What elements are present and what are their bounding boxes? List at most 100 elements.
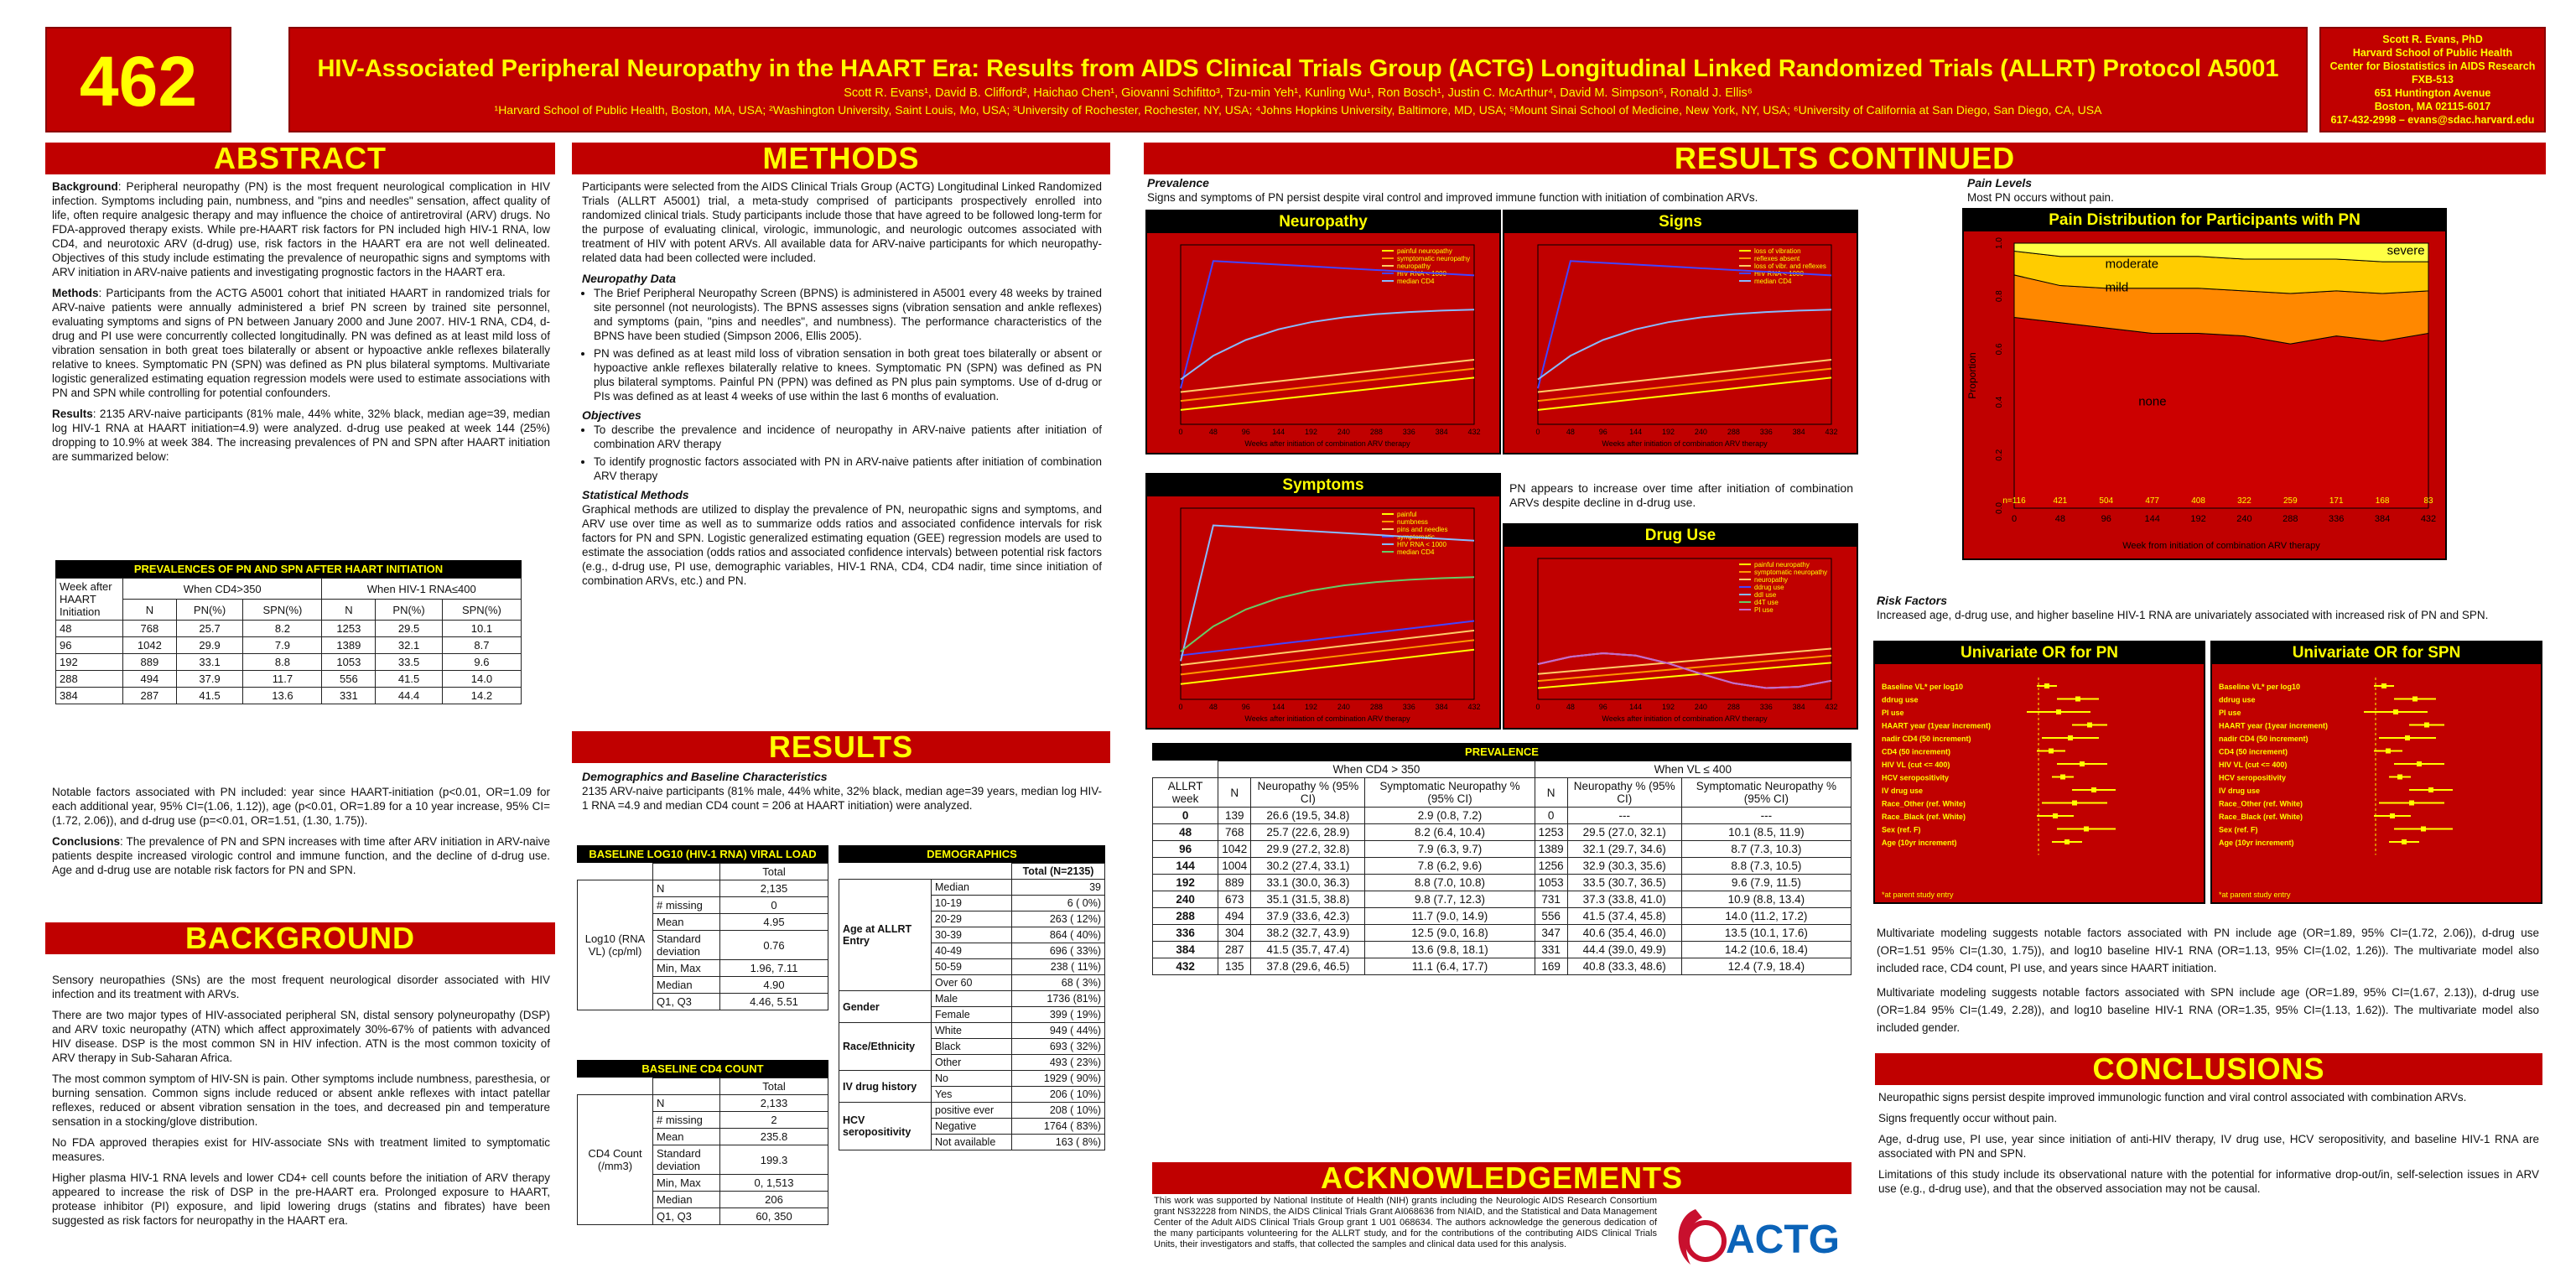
table-header: SPN(%)	[441, 599, 522, 621]
or-label: CD4 (50 increment)	[1882, 748, 1950, 756]
table-row: Log10 (RNA VL) (cp/ml) N 2,135	[577, 880, 828, 1010]
row-label: Log10 (RNA VL) (cp/ml)	[577, 880, 653, 1010]
or-label: Sex (ref. F)	[1882, 826, 1921, 834]
x-tick-label: 384	[2375, 514, 2390, 524]
table-row: IV drug history No 1929 ( 90%)	[839, 1070, 1105, 1103]
row-label: CD4 Count (/mm3)	[577, 1094, 653, 1225]
plot-area	[1537, 558, 1832, 700]
x-tick-label: 0	[1178, 428, 1182, 436]
table-row: Not available 163 ( 8%)	[839, 1134, 1105, 1150]
table-header: Symptomatic Neuropathy % (95% CI)	[1364, 777, 1535, 808]
x-axis-label: Week from initiation of combination ARV …	[2122, 541, 2320, 551]
table-header: When CD4>350	[122, 578, 323, 600]
x-tick-label: 432	[1825, 703, 1837, 711]
contact-line: Center for Biostatistics in AIDS Researc…	[2329, 60, 2536, 72]
legend-entry: PI use	[1754, 606, 1774, 614]
or-point	[2053, 813, 2058, 818]
table-header: ALLRT week	[1151, 777, 1219, 808]
x-tick-label: 336	[1760, 703, 1773, 711]
x-tick-label: 0	[1535, 428, 1540, 436]
conclusion-paragraph: Age, d-drug use, PI use, year since init…	[1878, 1133, 2539, 1160]
or-point	[2381, 683, 2386, 688]
list-item: PN was defined as at least mild loss of …	[594, 346, 1102, 403]
contact-line: Boston, MA 02115-6017	[2374, 101, 2491, 112]
table-header: When CD4 > 350	[1218, 761, 1535, 778]
or-label: nadir CD4 (50 increment)	[2219, 735, 2309, 743]
or-label: PI use	[2219, 709, 2241, 717]
or-label: Age (10yr increment)	[1882, 839, 1957, 847]
x-tick-label: 192	[1305, 703, 1317, 711]
series-line	[1180, 309, 1475, 381]
x-tick-label: 192	[1662, 703, 1675, 711]
series-line	[1180, 367, 1475, 402]
table-header: Symptomatic Neuropathy % (95% CI)	[1680, 777, 1852, 808]
x-tick-label: 336	[1403, 703, 1415, 711]
table-row: Female 399 ( 19%)	[839, 1006, 1105, 1023]
x-tick-label: 144	[1272, 428, 1285, 436]
contact-info: Scott R. Evans, PhD Harvard School of Pub…	[2321, 33, 2544, 127]
x-tick-label: 336	[2329, 514, 2344, 524]
or-point	[2068, 735, 2073, 740]
methods-text: Participants were selected from the AIDS…	[582, 179, 1102, 595]
x-tick-label: 0	[2012, 514, 2017, 524]
cd4-table: BASELINE CD4 COUNT Total CD4 Count (/mm3)…	[577, 1060, 828, 1225]
viral-load-table: BASELINE LOG10 (HIV-1 RNA) VIRAL LOAD To…	[577, 845, 828, 1010]
or-point	[2386, 748, 2391, 754]
table-header: N	[1534, 777, 1568, 808]
y-tick-label: 1.0	[1995, 237, 2004, 249]
contact-line: Harvard School of Public Health	[2352, 47, 2513, 59]
or-point	[2390, 813, 2395, 818]
table-header: When VL ≤ 400	[1534, 761, 1852, 778]
x-axis-label: Weeks after initiation of combination AR…	[1244, 439, 1410, 448]
or-label: nadir CD4 (50 increment)	[1882, 735, 1971, 743]
table-row: 432 135 37.8 (29.6, 46.5) 11.1 (6.4, 17.7) 1…	[1151, 958, 1852, 975]
area-label: mild	[2106, 281, 2129, 295]
x-tick-label: 0	[1535, 703, 1540, 711]
or-footnote: *at parent study entry	[2219, 891, 2291, 899]
table-row: Total	[578, 1078, 828, 1095]
poster-number-box: 462	[45, 27, 231, 132]
or-point	[2397, 774, 2402, 780]
series-line	[1180, 639, 1475, 676]
area-none	[2013, 316, 2429, 509]
background-text: Sensory neuropathies (SNs) are the most …	[52, 973, 550, 1234]
abstract-prevalence-table: PREVALENCES OF PN AND SPN AFTER HAART IN…	[55, 560, 522, 704]
table-header: SPN(%)	[242, 599, 323, 621]
table-row: Standard deviation 0.76	[578, 930, 828, 960]
or-point	[2056, 709, 2061, 714]
table-row: 192 889 33.1 (30.0, 36.3) 8.8 (7.0, 10.8) 10…	[1151, 874, 1852, 891]
or-point	[2421, 826, 2426, 832]
contact-line: 617-432-2998 – evans@sdac.harvard.edu	[2330, 114, 2535, 126]
x-tick-label: 240	[1695, 428, 1707, 436]
y-tick-label: 0.0	[1995, 502, 2004, 514]
n-label: n=116	[2002, 496, 2026, 506]
n-label: 408	[2191, 496, 2205, 506]
series-line	[1537, 647, 1832, 675]
legend-entry: loss of vibration	[1754, 247, 1801, 255]
signs-chart: Signs 0 48 96 144 192 240 288 336 384 432 Weeks af…	[1503, 210, 1858, 454]
acknowledgements-text: This work was supported by National Inst…	[1154, 1196, 1657, 1249]
x-tick-label: 288	[1727, 703, 1740, 711]
or-label: Race_Black (ref. White)	[1882, 813, 1966, 821]
legend-entry: median CD4	[1397, 278, 1435, 285]
y-tick-label: 0.4	[1995, 396, 2004, 408]
abstract-text: Background: Peripheral neuropathy (PN) i…	[52, 180, 550, 463]
or-label: ddrug use	[2219, 696, 2256, 704]
table-row: Yes 206 ( 10%)	[839, 1086, 1105, 1103]
series-line	[1180, 629, 1475, 666]
or-label: HCV seropositivity	[2219, 774, 2286, 782]
contact-line: 651 Huntington Avenue	[2374, 87, 2491, 99]
x-tick-label: 192	[2190, 514, 2205, 524]
background-paragraph: No FDA approved therapies exist for HIV-…	[52, 1136, 550, 1163]
x-axis-label: Weeks after initiation of combination AR…	[1244, 714, 1410, 723]
or-point	[2060, 774, 2065, 780]
table-row: Q1, Q3 4.46, 5.51	[578, 993, 828, 1010]
results-continued-heading: RESULTS CONTINUED	[1144, 143, 2546, 174]
x-axis-label: Weeks after initiation of combination AR…	[1602, 439, 1768, 448]
contact-line: FXB-513	[2411, 74, 2454, 86]
legend-entry: HIV RNA < 1000	[1397, 270, 1446, 278]
plot-area	[1537, 244, 1832, 425]
background-paragraph: There are two major types of HIV-associa…	[52, 1009, 550, 1064]
legend-entry: painful	[1397, 511, 1417, 518]
n-label: 421	[2054, 496, 2068, 506]
